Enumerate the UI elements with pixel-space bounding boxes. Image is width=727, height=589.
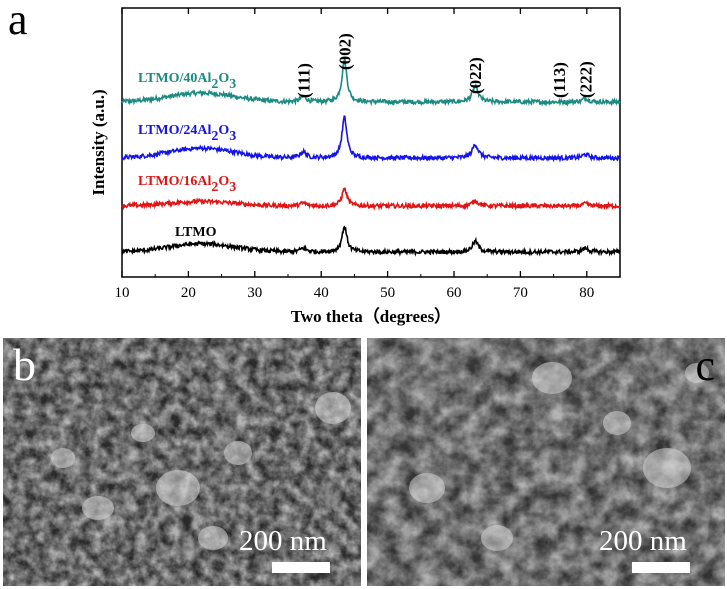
sem-micrograph-b [3, 338, 361, 586]
x-tick-label-40: 40 [314, 285, 329, 301]
series-line-2 [121, 187, 621, 212]
series-label-1: LTMO/24Al2O3 [138, 123, 236, 144]
plot-frame [121, 7, 621, 278]
series-line-1 [121, 115, 621, 163]
x-tick-label-60: 60 [447, 285, 462, 301]
series-label-0: LTMO/40Al2O3 [138, 71, 236, 92]
scale-bar-b [272, 562, 330, 573]
panel-label-b: b [13, 339, 36, 390]
peak-label-4: (222) [576, 61, 595, 98]
panel-label-c: c [695, 341, 715, 390]
series-label-3: LTMO [175, 225, 217, 240]
x-tick-label-70: 70 [513, 285, 528, 301]
scale-bar-label-c: 200 nm [599, 525, 687, 557]
scale-bar-c [632, 562, 690, 573]
sem-image-b: b 200 nm [3, 338, 361, 586]
xrd-chart: 10 20 30 40 50 60 70 80 Two theta（degrees） Intens… [89, 7, 621, 326]
peak-label-2: (022) [466, 57, 485, 94]
panel-label-a: a [8, 0, 28, 44]
peak-label-0: (111) [294, 63, 313, 98]
x-tick-label-80: 80 [579, 285, 594, 301]
scale-bar-label-b: 200 nm [239, 525, 327, 557]
peak-label-3: (113) [550, 62, 569, 98]
sem-image-c: c 200 nm [367, 338, 725, 586]
sem-micrograph-c [367, 338, 725, 586]
y-axis-label: Intensity (a.u.) [89, 89, 108, 195]
series-label-2: LTMO/16Al2O3 [138, 174, 236, 195]
x-tick-label-20: 20 [181, 285, 196, 301]
x-tick-label-50: 50 [380, 285, 395, 301]
x-axis-label: Two theta（degrees） [291, 306, 451, 326]
series-line-0 [121, 56, 621, 107]
series-line-3 [121, 225, 621, 257]
peak-label-1: (002) [335, 33, 354, 70]
x-tick-label-10: 10 [115, 285, 130, 301]
x-tick-label-30: 30 [247, 285, 262, 301]
